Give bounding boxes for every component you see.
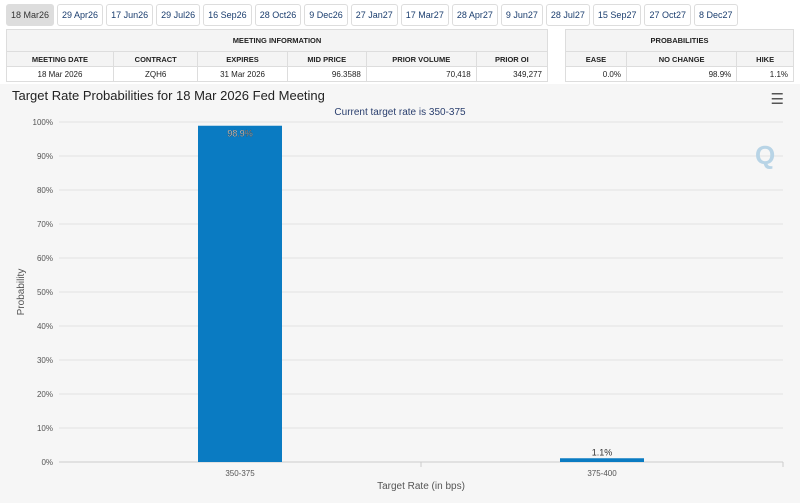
x-tick-label: 375-400 [587, 469, 617, 478]
col-header: HIKE [736, 51, 794, 67]
tab-15-sep27[interactable]: 15 Sep27 [592, 4, 642, 26]
tab-9-dec26[interactable]: 9 Dec26 [304, 4, 348, 26]
tab-17-jun26[interactable]: 17 Jun26 [106, 4, 154, 26]
bar [198, 125, 282, 463]
col-header: EXPIRES [197, 51, 288, 67]
probabilities-table: PROBABILITIES EASE NO CHANGE HIKE 0.0% 98.9… [565, 29, 794, 82]
col-header: MID PRICE [286, 51, 367, 67]
expires: 31 Mar 2026 [197, 66, 288, 82]
chart-title: Target Rate Probabilities for 18 Mar 202… [12, 88, 325, 103]
y-tick-label: 90% [37, 152, 53, 161]
y-tick-label: 0% [41, 458, 53, 467]
tab-27-oct27[interactable]: 27 Oct27 [644, 4, 691, 26]
meeting-tabs: 18 Mar26 29 Apr26 17 Jun26 29 Jul26 16 Sep26… [6, 4, 738, 26]
hike-value: 1.1% [736, 66, 794, 82]
tab-18-mar26[interactable]: 18 Mar26 [6, 4, 55, 26]
x-axis-label: Target Rate (in bps) [377, 481, 465, 492]
y-tick-label: 80% [37, 186, 53, 195]
y-tick-label: 60% [37, 254, 53, 263]
probabilities-title: PROBABILITIES [565, 29, 794, 52]
ease-value: 0.0% [565, 66, 627, 82]
col-header: MEETING DATE [6, 51, 114, 67]
tab-29-jul26[interactable]: 29 Jul26 [156, 4, 201, 26]
col-header: PRIOR VOLUME [365, 51, 477, 67]
y-tick-label: 50% [37, 288, 53, 297]
bar-chart: 0% 10% 20% 30% 40% 50% 60% 70% 80% 90% 100% 98.9% 35… [16, 107, 784, 492]
tab-17-mar27[interactable]: 17 Mar27 [400, 4, 449, 26]
x-tick-label: 350-375 [225, 469, 255, 478]
y-tick-label: 100% [33, 118, 53, 127]
mid-price: 96.3588 [286, 66, 367, 82]
tab-28-apr27[interactable]: 28 Apr27 [451, 4, 498, 26]
contract: ZQH6 [112, 66, 199, 82]
tab-16-sep26[interactable]: 16 Sep26 [203, 4, 252, 26]
col-header: NO CHANGE [625, 51, 738, 67]
y-tick-label: 20% [37, 390, 53, 399]
col-header: PRIOR OI [475, 51, 549, 67]
tab-29-apr26[interactable]: 29 Apr26 [57, 4, 104, 26]
hamburger-icon[interactable]: ☰ [770, 91, 784, 108]
data-label: 1.1% [592, 447, 613, 457]
meeting-information-table: MEETING INFORMATION MEETING DATE CONTRACT… [6, 29, 549, 82]
meeting-date: 18 Mar 2026 [6, 66, 114, 82]
tab-8-dec27[interactable]: 8 Dec27 [694, 4, 738, 26]
prior-oi: 349,277 [475, 66, 549, 82]
col-header: CONTRACT [112, 51, 199, 67]
y-tick-label: 10% [37, 424, 53, 433]
y-tick-label: 40% [37, 322, 53, 331]
tab-28-oct26[interactable]: 28 Oct26 [254, 4, 302, 26]
chart-subtitle: Current target rate is 350-375 [334, 107, 466, 118]
y-tick-label: 30% [37, 356, 53, 365]
y-axis-label: Probability [16, 269, 27, 316]
watermark-logo-icon: Q [755, 140, 775, 170]
col-header: EASE [565, 51, 627, 67]
tab-27-jan27[interactable]: 27 Jan27 [350, 4, 398, 26]
no-change-value: 98.9% [625, 66, 738, 82]
y-tick-label: 70% [37, 220, 53, 229]
tab-9-jun27[interactable]: 9 Jun27 [500, 4, 543, 26]
data-label: 98.9% [227, 129, 253, 139]
meeting-info-title: MEETING INFORMATION [6, 29, 548, 52]
bar [560, 458, 644, 462]
tab-28-jul27[interactable]: 28 Jul27 [545, 4, 590, 26]
chart-panel: Target Rate Probabilities for 18 Mar 202… [0, 84, 800, 503]
prior-volume: 70,418 [365, 66, 477, 82]
